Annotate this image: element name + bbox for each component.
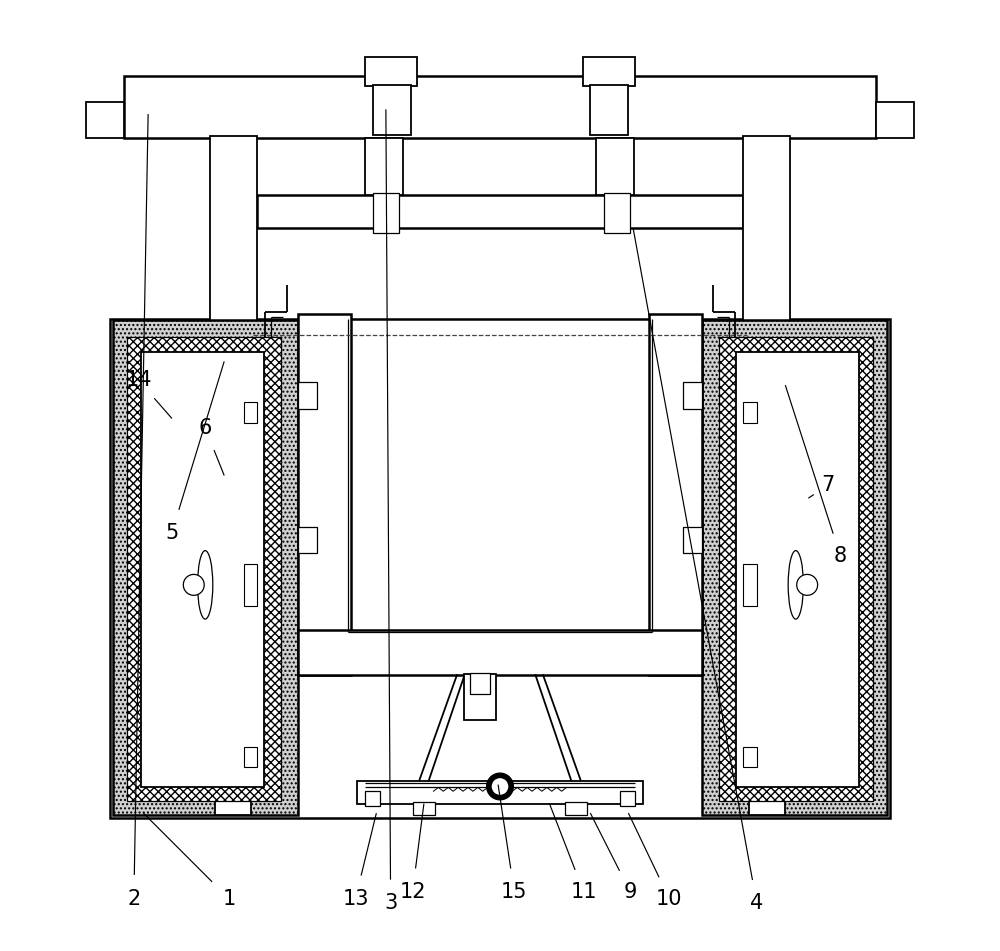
Bar <box>298 314 351 675</box>
Text: 1: 1 <box>222 888 236 909</box>
Bar <box>604 193 630 233</box>
Bar <box>373 193 399 233</box>
Text: 3: 3 <box>384 893 397 914</box>
Bar <box>583 57 635 86</box>
Bar <box>127 337 281 801</box>
Bar <box>244 564 257 606</box>
Text: 15: 15 <box>501 882 528 902</box>
Bar <box>141 352 264 787</box>
Bar <box>215 356 251 815</box>
Bar <box>683 382 702 409</box>
Bar <box>86 102 124 138</box>
Bar <box>413 802 435 815</box>
Circle shape <box>183 574 204 595</box>
Text: 13: 13 <box>342 888 369 909</box>
Text: 5: 5 <box>165 522 179 543</box>
Bar <box>736 352 859 787</box>
Circle shape <box>487 773 513 800</box>
Bar <box>743 136 790 357</box>
Text: 10: 10 <box>656 888 683 909</box>
Bar <box>702 320 887 815</box>
Ellipse shape <box>788 551 803 619</box>
Bar <box>596 138 634 195</box>
Text: 6: 6 <box>199 417 212 438</box>
Ellipse shape <box>198 551 213 619</box>
Bar <box>743 747 757 767</box>
Bar <box>470 673 490 694</box>
Text: 14: 14 <box>125 370 152 391</box>
Bar <box>365 791 380 806</box>
Text: 7: 7 <box>821 475 835 495</box>
Bar <box>749 356 785 815</box>
Bar <box>257 195 743 228</box>
Bar <box>373 85 411 135</box>
Bar <box>620 791 635 806</box>
Bar <box>110 319 890 818</box>
Bar <box>876 102 914 138</box>
Text: 12: 12 <box>399 882 426 902</box>
Bar <box>719 337 873 801</box>
Text: 8: 8 <box>834 546 847 567</box>
Bar <box>365 57 417 86</box>
Circle shape <box>492 779 508 794</box>
Bar <box>298 382 317 409</box>
Bar <box>244 747 257 767</box>
Bar <box>365 138 403 195</box>
Text: 11: 11 <box>570 882 597 902</box>
Bar <box>590 85 628 135</box>
Text: 4: 4 <box>750 893 763 914</box>
Bar <box>565 802 587 815</box>
Bar <box>298 630 702 675</box>
Circle shape <box>797 574 818 595</box>
Bar <box>244 402 257 423</box>
Bar <box>298 527 317 553</box>
Bar <box>649 314 702 675</box>
Bar <box>683 527 702 553</box>
Bar <box>210 136 257 357</box>
Bar <box>743 564 757 606</box>
Bar <box>743 402 757 423</box>
Bar <box>357 781 643 804</box>
Bar <box>303 647 697 675</box>
Text: 9: 9 <box>624 882 637 902</box>
Bar <box>124 76 876 138</box>
Bar <box>113 320 298 815</box>
Bar <box>464 674 496 720</box>
Text: 2: 2 <box>127 888 140 909</box>
